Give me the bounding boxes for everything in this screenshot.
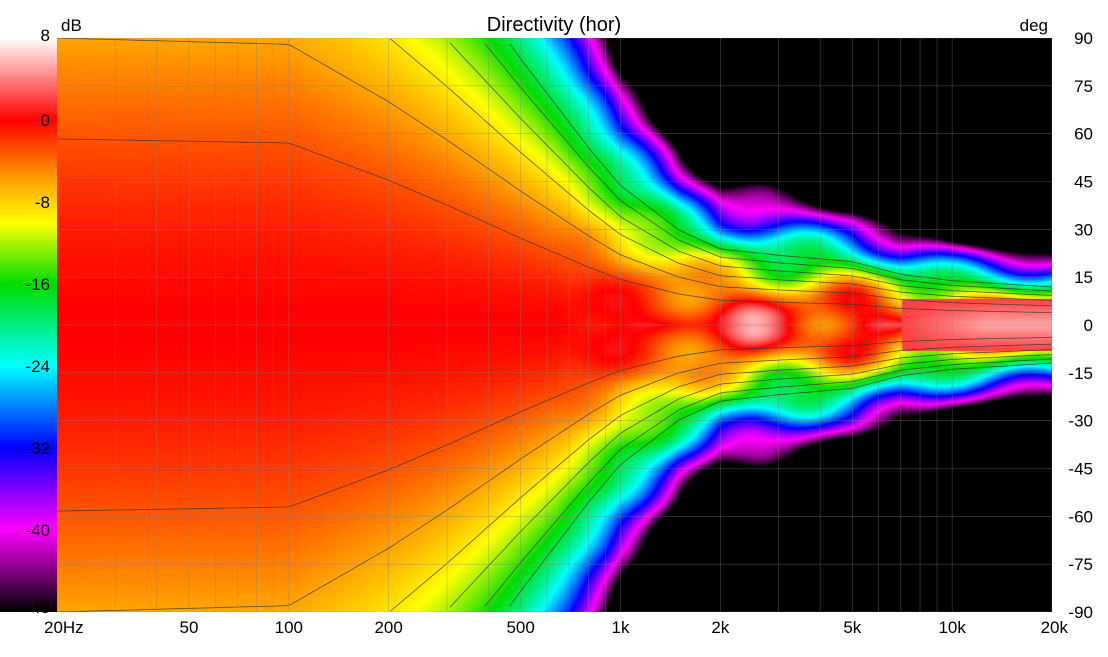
colorbar-tick-label: -8 bbox=[35, 193, 50, 212]
y-tick-label: -15 bbox=[1068, 364, 1093, 383]
contour-line bbox=[390, 349, 1052, 612]
y-tick-label: 0 bbox=[1084, 316, 1093, 335]
contour-line bbox=[57, 38, 1052, 307]
contour-line bbox=[509, 43, 1052, 288]
y-tick-label: 15 bbox=[1074, 268, 1093, 287]
colorbar-tick-labels: 8 0 -8 -16 -24 -32 -40 -48 bbox=[25, 26, 50, 617]
colorbar-unit-label: dB bbox=[61, 16, 82, 35]
colorbar-tick-label: -32 bbox=[25, 439, 50, 458]
contour-line bbox=[509, 362, 1052, 607]
x-tick-label: 2k bbox=[711, 618, 729, 637]
y-tick-label: -45 bbox=[1068, 460, 1093, 479]
x-tick-label: 10k bbox=[938, 618, 966, 637]
colorbar-tick-label: -16 bbox=[25, 275, 50, 294]
x-tick-label: 100 bbox=[275, 618, 303, 637]
y-tick-label: -90 bbox=[1068, 603, 1093, 622]
contour-line bbox=[484, 358, 1052, 607]
grid-lines bbox=[57, 38, 1052, 612]
colorbar-tick-label: -24 bbox=[25, 357, 50, 376]
colorbar-tick-label: 0 bbox=[41, 111, 50, 130]
x-tick-label: 20k bbox=[1041, 618, 1069, 637]
y-tick-label: -75 bbox=[1068, 555, 1093, 574]
colorbar-tick-label: -48 bbox=[25, 598, 50, 617]
contour-lines bbox=[57, 38, 1052, 612]
y-tick-label: 45 bbox=[1074, 173, 1093, 192]
x-tick-label: 200 bbox=[374, 618, 402, 637]
y-axis-tick-labels: 90 75 60 45 30 15 0 -15 -30 -45 -60 -75 -90 bbox=[1068, 29, 1093, 622]
contour-line bbox=[484, 43, 1052, 292]
y-tick-label: -60 bbox=[1068, 507, 1093, 526]
contour-line bbox=[449, 42, 1052, 296]
x-tick-label: 5k bbox=[843, 618, 861, 637]
y-tick-label: 30 bbox=[1074, 220, 1093, 239]
colorbar-tick-label: -40 bbox=[25, 521, 50, 540]
y-tick-label: 90 bbox=[1074, 29, 1093, 48]
x-axis-tick-labels: 20Hz 50 100 200 500 1k 2k 5k 10k 20k bbox=[44, 618, 1068, 637]
y-tick-label: -30 bbox=[1068, 412, 1093, 431]
contour-line bbox=[57, 337, 1052, 512]
contour-line bbox=[390, 38, 1052, 301]
contour-line bbox=[57, 343, 1052, 612]
x-tick-label: 500 bbox=[506, 618, 534, 637]
y-tick-label: 75 bbox=[1074, 77, 1093, 96]
colorbar bbox=[0, 38, 57, 612]
chart-title: Directivity (hor) bbox=[487, 14, 621, 36]
x-tick-label: 20Hz bbox=[44, 618, 84, 637]
colorbar-tick-label: 8 bbox=[41, 26, 50, 45]
plot-area bbox=[57, 38, 1052, 612]
contour-line bbox=[449, 354, 1052, 608]
y-axis-unit-label: deg bbox=[1020, 16, 1048, 35]
y-tick-label: 60 bbox=[1074, 125, 1093, 144]
contour-line bbox=[57, 138, 1052, 313]
x-tick-label: 50 bbox=[180, 618, 199, 637]
x-tick-label: 1k bbox=[612, 618, 630, 637]
